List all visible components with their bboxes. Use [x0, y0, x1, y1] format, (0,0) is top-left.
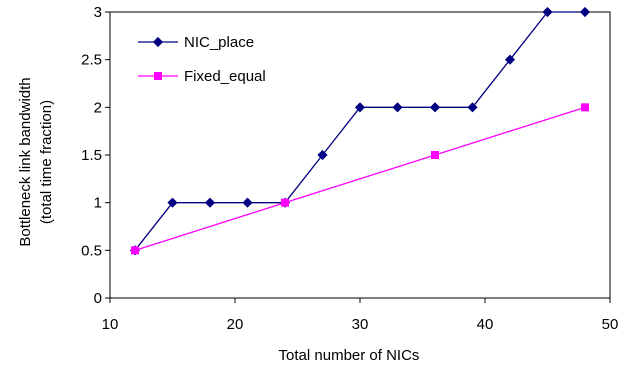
plot-border: [109, 11, 611, 299]
y-axis-title-line-1: Bottleneck link bandwidth: [17, 77, 34, 246]
legend-marker: [154, 72, 162, 80]
legend-item: NIC_place: [138, 34, 254, 51]
data-point: [542, 6, 553, 18]
data-point: [242, 197, 253, 208]
data-point: [167, 197, 178, 208]
series-fixed-equal: [131, 103, 589, 255]
x-axis-title: Total number of NICs: [279, 347, 420, 364]
x-axis: 10 20 30 40 50: [102, 298, 619, 333]
data-point: [429, 102, 441, 113]
legend-marker: [152, 36, 164, 48]
series-line: [134, 106, 586, 251]
series-layer: [129, 6, 591, 256]
y-axis-title-line-2: (total time fraction): [38, 100, 55, 224]
y-tick-label: 0.5: [81, 242, 102, 259]
y-tick-label: 1.5: [81, 147, 102, 164]
x-tick-label: 10: [102, 316, 119, 333]
data-point: [354, 102, 366, 113]
legend-item: Fixed_equal: [138, 68, 266, 85]
data-point: [579, 6, 591, 18]
data-point: [392, 102, 403, 113]
data-point: [431, 151, 439, 159]
y-tick-label: 1: [94, 195, 102, 212]
legend: NIC_place Fixed_equal: [138, 34, 266, 85]
x-tick-label: 50: [602, 316, 619, 333]
y-tick-label: 3: [94, 4, 102, 21]
x-tick-label: 30: [352, 316, 369, 333]
legend-label: NIC_place: [184, 34, 254, 51]
data-point: [504, 54, 516, 65]
x-tick-label: 40: [477, 316, 494, 333]
data-point: [467, 102, 478, 113]
y-tick-label: 2: [94, 99, 102, 116]
data-point: [317, 149, 328, 161]
data-point: [581, 103, 589, 112]
legend-label: Fixed_equal: [184, 68, 266, 85]
x-tick-label: 20: [227, 316, 244, 333]
data-point: [131, 246, 139, 255]
plot-area: [109, 11, 611, 299]
y-axis: 0 0.5 1 1.5 2 2.5 3: [81, 4, 110, 307]
y-tick-label: 0: [94, 290, 102, 307]
y-tick-label: 2.5: [81, 52, 102, 69]
data-point: [281, 198, 289, 207]
data-point: [204, 197, 216, 208]
